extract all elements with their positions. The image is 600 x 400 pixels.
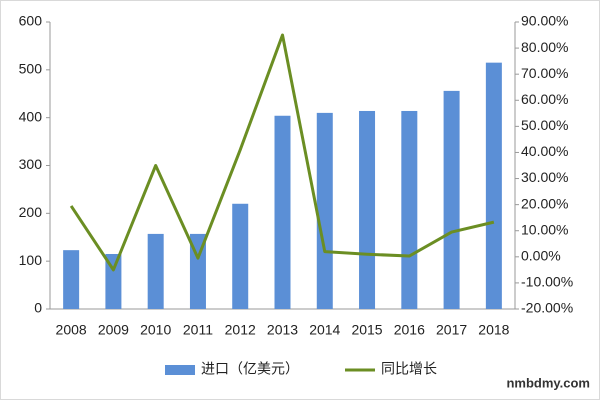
- x-tick-label: 2008: [56, 322, 87, 338]
- watermark: nmbdmy.com: [506, 375, 590, 390]
- y-tick-label: 400: [19, 108, 43, 124]
- y2-tick-label: 70.00%: [521, 65, 568, 81]
- y2-tick-label: -20.00%: [521, 300, 573, 316]
- bar: [63, 250, 80, 309]
- x-tick-label: 2017: [436, 322, 467, 338]
- x-tick-label: 2013: [267, 322, 298, 338]
- y-tick-label: 0: [34, 300, 42, 316]
- y2-tick-label: 0.00%: [521, 248, 561, 264]
- y2-tick-label: 90.00%: [521, 13, 568, 29]
- y2-tick-label: 20.00%: [521, 195, 568, 211]
- y-tick-label: 600: [19, 13, 43, 29]
- x-tick-label: 2016: [394, 322, 425, 338]
- x-tick-label: 2014: [309, 322, 340, 338]
- bar: [147, 233, 164, 309]
- x-tick-label: 2018: [478, 322, 509, 338]
- y2-tick-label: 80.00%: [521, 39, 568, 55]
- bar: [443, 90, 460, 309]
- bar: [401, 110, 418, 309]
- y2-tick-label: 60.00%: [521, 91, 568, 107]
- y-tick-label: 100: [19, 252, 43, 268]
- y2-tick-label: 30.00%: [521, 169, 568, 185]
- legend-label: 进口（亿美元）: [201, 361, 299, 377]
- bar: [274, 115, 291, 310]
- bar: [359, 110, 376, 309]
- y2-tick-label: -10.00%: [521, 274, 573, 290]
- y2-tick-label: 50.00%: [521, 117, 568, 133]
- x-tick-label: 2009: [98, 322, 129, 338]
- x-tick-label: 2015: [351, 322, 382, 338]
- bar: [232, 203, 249, 309]
- y-tick-label: 200: [19, 204, 43, 220]
- legend-label: 同比增长: [381, 361, 437, 377]
- y-tick-label: 300: [19, 156, 43, 172]
- bar: [485, 62, 502, 310]
- legend-swatch: [165, 365, 195, 375]
- x-tick-label: 2011: [183, 322, 213, 338]
- bar: [105, 253, 122, 309]
- y-tick-label: 500: [19, 61, 43, 77]
- bar: [316, 112, 333, 309]
- x-tick-label: 2010: [140, 322, 171, 338]
- x-tick-label: 2012: [225, 322, 256, 338]
- line: [69, 33, 495, 272]
- y2-tick-label: 40.00%: [521, 143, 568, 159]
- y2-tick-label: 10.00%: [521, 221, 568, 237]
